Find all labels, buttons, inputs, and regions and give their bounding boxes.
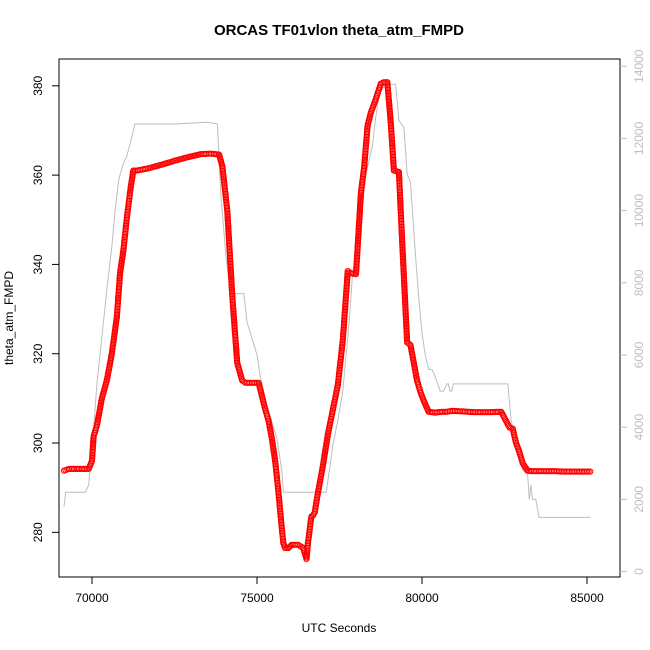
data-point	[252, 379, 259, 386]
data-point	[293, 541, 300, 548]
y-tick-label: 280	[31, 522, 45, 542]
y2-tick-label: 8000	[632, 269, 646, 296]
data-point	[585, 468, 592, 475]
x-tick-label: 75000	[240, 591, 274, 605]
x-tick-label: 85000	[570, 591, 604, 605]
y2-tick-label: 0	[632, 568, 646, 575]
y2-tick-label: 10000	[632, 194, 646, 228]
plot-frame	[58, 58, 621, 578]
y2-tick-label: 12000	[632, 121, 646, 155]
x-tick-label: 70000	[75, 591, 109, 605]
y-tick-label: 320	[31, 343, 45, 363]
x-axis: 70000 75000 80000 85000	[75, 577, 604, 605]
data-point	[587, 468, 594, 475]
y2-tick-label: 4000	[632, 414, 646, 441]
y-tick-label: 300	[31, 433, 45, 453]
theta-series	[60, 79, 594, 563]
y-tick-label: 360	[31, 165, 45, 185]
x-axis-label: UTC Seconds	[302, 621, 377, 635]
y-axis-label: theta_atm_FMPD	[2, 271, 16, 365]
y2-tick-label: 2000	[632, 486, 646, 513]
y-tick-label: 380	[31, 75, 45, 95]
x-tick-label: 80000	[405, 591, 439, 605]
y-tick-label: 340	[31, 254, 45, 274]
chart-title: ORCAS TF01vlon theta_atm_FMPD	[214, 22, 464, 39]
y-axis-left: 280 300 320 340 360 380	[31, 75, 59, 542]
y2-tick-label: 14000	[632, 49, 646, 83]
y-axis-right: 0 2000 4000 6000 8000 10000 12000 14000	[620, 49, 646, 575]
y2-tick-label: 6000	[632, 341, 646, 368]
